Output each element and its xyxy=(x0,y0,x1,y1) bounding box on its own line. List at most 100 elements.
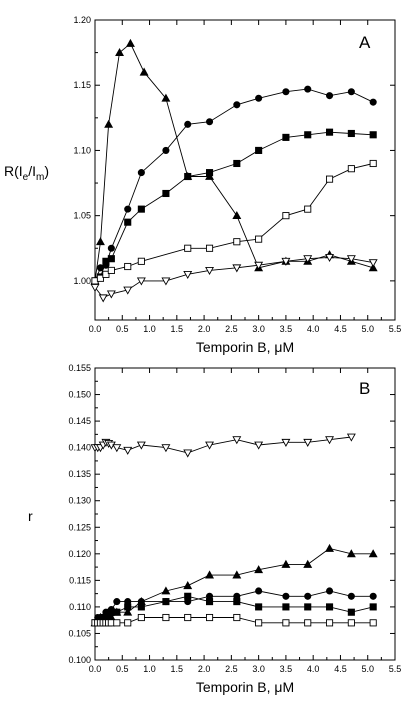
data-point-a-4 xyxy=(102,270,110,278)
data-point-a-5 xyxy=(325,253,335,263)
y-tick-label-b: 0.115 xyxy=(69,575,91,585)
data-point-b-4 xyxy=(184,592,192,600)
series-b-4 xyxy=(91,592,377,627)
data-point-a-5 xyxy=(183,270,193,279)
y-axis-label-b: r xyxy=(28,508,33,524)
data-point-b-1 xyxy=(254,441,264,450)
data-point-a-4 xyxy=(282,212,290,220)
data-point-a-4 xyxy=(233,238,241,246)
data-point-a-4 xyxy=(137,257,145,265)
data-point-b-5 xyxy=(369,619,377,627)
data-point-a-4 xyxy=(96,274,105,282)
x-axis-ticks-a: 0.0 0.5 1.0 1.5 2.0 2.5 3.0 3.5 4.0 4.5 5.0 5.5 xyxy=(89,20,401,334)
x-axis-label-b: Temporin B, μM xyxy=(196,679,294,695)
panel-label-a: A xyxy=(359,33,371,52)
data-point-a-2 xyxy=(137,169,145,177)
data-point-a-4 xyxy=(347,165,355,173)
data-point-b-3 xyxy=(304,592,312,600)
data-point-b-4 xyxy=(347,608,355,616)
series-group-a xyxy=(90,38,378,303)
data-point-a-1 xyxy=(161,93,171,102)
data-point-b-4 xyxy=(162,598,170,606)
y-axis-label-a: R(Ie/Im) xyxy=(4,163,49,183)
data-point-a-3 xyxy=(162,189,170,198)
x-tick-label-a: 3.0 xyxy=(252,324,265,334)
data-point-a-2 xyxy=(255,94,263,102)
x-tick-label-b: 3.0 xyxy=(252,664,265,674)
data-point-a-5 xyxy=(90,283,100,293)
data-point-b-2 xyxy=(368,549,378,558)
series-a-5 xyxy=(90,253,378,303)
y-axis-label-a-end: ) xyxy=(44,163,49,179)
data-point-b-5 xyxy=(137,613,145,622)
data-point-b-2 xyxy=(281,559,291,568)
y-tick-label-b: 0.140 xyxy=(68,443,91,453)
data-point-a-5 xyxy=(303,255,313,264)
x-tick-label-a: 3.5 xyxy=(280,324,293,334)
data-point-a-3 xyxy=(124,218,132,226)
x-tick-label-a: 4.0 xyxy=(307,324,320,334)
x-tick-label-b: 1.5 xyxy=(171,664,184,674)
data-point-a-5 xyxy=(254,261,264,270)
x-axis-ticks-b: 0.0 0.5 1.0 1.5 2.0 2.5 3.0 3.5 4.0 4.5 5.0 5.5 xyxy=(89,368,401,674)
data-point-b-5 xyxy=(113,619,121,627)
y-axis-ticks-a: 1.00 1.05 1.10 1.15 1.20 xyxy=(73,15,395,286)
data-point-a-1 xyxy=(95,237,105,246)
x-tick-label-a: 1.5 xyxy=(171,324,184,334)
data-point-a-2 xyxy=(205,118,214,126)
x-tick-label-b: 3.5 xyxy=(280,664,293,674)
y-axis-label-a-sub1: e xyxy=(23,172,29,183)
data-point-b-3 xyxy=(369,592,377,600)
x-tick-label-b: 1.0 xyxy=(143,664,156,674)
data-point-b-4 xyxy=(282,603,290,611)
y-tick-label-b: 0.135 xyxy=(68,469,91,479)
data-point-b-1 xyxy=(112,444,122,453)
data-point-a-4 xyxy=(304,205,312,213)
data-point-b-1 xyxy=(183,449,193,458)
data-point-a-5 xyxy=(232,264,242,273)
y-tick-label-b: 0.105 xyxy=(68,628,91,638)
data-point-b-4 xyxy=(304,603,312,611)
data-point-a-2 xyxy=(233,101,241,109)
data-point-a-3 xyxy=(184,172,192,181)
data-point-a-3 xyxy=(282,133,290,141)
x-tick-label-b: 5.0 xyxy=(361,664,374,674)
x-tick-label-b: 2.0 xyxy=(198,664,211,674)
x-tick-label-a: 2.5 xyxy=(225,324,238,334)
y-tick-label-b: 0.150 xyxy=(68,390,91,400)
data-point-a-2 xyxy=(369,98,377,106)
data-point-b-3 xyxy=(113,598,121,606)
data-point-b-1 xyxy=(346,433,356,442)
data-point-b-5 xyxy=(325,619,334,627)
data-point-a-3 xyxy=(304,131,312,139)
data-point-b-4 xyxy=(137,603,145,611)
data-point-a-2 xyxy=(124,205,132,213)
series-a-4 xyxy=(91,159,377,285)
data-point-a-1 xyxy=(125,38,135,47)
data-point-b-2 xyxy=(254,565,264,574)
data-point-b-2 xyxy=(325,543,335,552)
data-point-b-3 xyxy=(347,592,355,600)
y-axis-ticks-b: 0.100 0.105 0.110 0.115 0.120 0.125 0.130 0.135… xyxy=(68,363,395,665)
data-point-b-5 xyxy=(282,619,290,627)
series-b-5 xyxy=(91,613,377,627)
data-point-a-4 xyxy=(184,244,192,252)
data-point-b-5 xyxy=(124,619,132,627)
data-point-b-3 xyxy=(255,587,263,595)
y-tick-label-b: 0.145 xyxy=(68,416,91,426)
y-axis-label-a-sub2: m xyxy=(36,172,44,183)
y-tick-label-a: 1.05 xyxy=(73,211,91,221)
y-tick-label-a: 1.15 xyxy=(73,80,91,90)
data-point-b-1 xyxy=(281,438,291,447)
data-point-a-2 xyxy=(184,120,192,128)
data-point-b-4 xyxy=(233,598,241,606)
series-b-1 xyxy=(90,433,356,458)
data-point-b-5 xyxy=(205,613,214,622)
data-point-a-3 xyxy=(325,128,334,136)
y-tick-label-b: 0.130 xyxy=(68,496,91,506)
data-point-b-4 xyxy=(205,598,214,606)
data-point-a-5 xyxy=(123,286,133,295)
data-point-b-1 xyxy=(325,436,335,445)
data-point-b-2 xyxy=(205,570,215,579)
data-point-a-3 xyxy=(255,146,263,154)
